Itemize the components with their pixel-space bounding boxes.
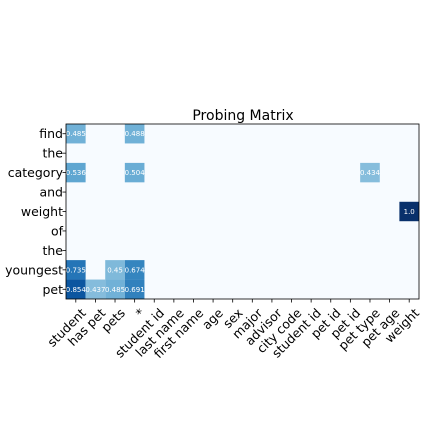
heatmap-cell — [124, 162, 145, 183]
heatmap-cell — [85, 279, 106, 299]
cell-value-label: 0.504 — [125, 169, 146, 177]
heatmap-cell — [66, 124, 86, 144]
y-tick-label: of — [51, 223, 64, 238]
cell-value-label: 0.485 — [66, 130, 86, 138]
heatmap-cell — [105, 260, 125, 280]
y-tick-label: the — [42, 243, 63, 258]
heatmap-cell — [66, 162, 86, 183]
cell-value-label: 0.735 — [66, 266, 86, 274]
y-tick-label: pet — [42, 282, 63, 297]
cell-value-label: 0.45 — [107, 266, 123, 274]
cell-value-label: 0.485 — [105, 286, 125, 294]
heatmap-cell — [124, 279, 145, 299]
y-tick-label: weight — [21, 204, 63, 219]
cell-value-label: 0.434 — [360, 169, 381, 177]
heatmap-cell — [399, 201, 419, 222]
cell-value-label: 0.854 — [66, 286, 87, 294]
heatmap-cell — [360, 162, 380, 183]
heatmap-cell — [66, 260, 86, 280]
cell-value-label: 0.674 — [125, 266, 146, 274]
y-axis: find the category and weight of the youngest pet — [5, 126, 66, 297]
y-tick-label: find — [39, 126, 63, 141]
y-tick-label: youngest — [5, 262, 63, 277]
heatmap-cell — [124, 124, 145, 144]
cell-value-label: 0.536 — [66, 169, 87, 177]
heatmap-cell — [105, 279, 125, 299]
cell-value-label: 0.437 — [85, 286, 105, 294]
cell-value-label: 0.691 — [125, 286, 145, 294]
heatmap-cell — [124, 260, 145, 280]
y-tick-label: the — [42, 146, 63, 161]
heatmap-cell — [66, 279, 86, 299]
y-tick-label: category — [8, 165, 64, 180]
cell-value-label: 0.488 — [125, 130, 145, 138]
x-tick-label: pets — [98, 305, 128, 335]
y-tick-label: and — [39, 185, 63, 200]
chart-title: Probing Matrix — [192, 108, 293, 124]
cell-value-label: 1.0 — [404, 208, 415, 216]
